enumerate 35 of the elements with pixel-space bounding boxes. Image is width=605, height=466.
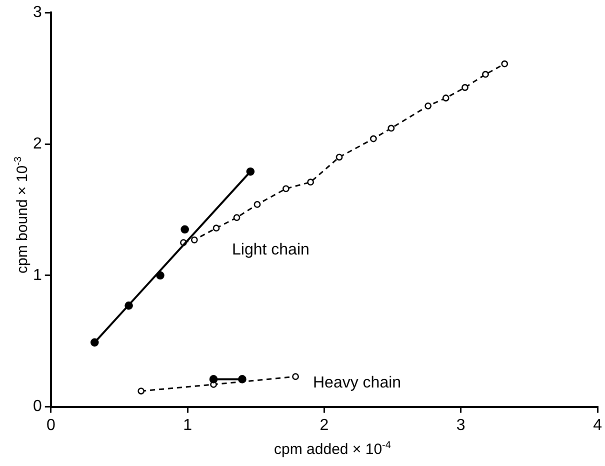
x-tick-label: 4: [593, 416, 602, 434]
y-tick-label: 1: [32, 266, 42, 284]
y-tick-label: 3: [32, 4, 42, 22]
point: [124, 301, 133, 310]
point: [233, 214, 240, 222]
point: [424, 102, 432, 110]
point: [190, 236, 198, 244]
y-tick-label: 0: [32, 398, 42, 416]
point: [209, 375, 218, 384]
point: [90, 338, 99, 347]
point: [336, 154, 343, 161]
point: [462, 84, 468, 91]
x-tick-label: 2: [320, 416, 329, 434]
point: [482, 70, 489, 78]
x-tick-label: 0: [46, 416, 56, 434]
point: [180, 225, 189, 234]
x-tick-label: 3: [456, 416, 466, 434]
point: [307, 178, 314, 186]
x-tick-label: 1: [183, 416, 192, 434]
annotation: Heavy chain: [313, 374, 402, 392]
point: [212, 224, 220, 232]
point: [501, 60, 508, 68]
point: [254, 200, 261, 208]
point: [388, 124, 395, 132]
point: [156, 271, 164, 280]
point: [138, 388, 145, 394]
y-tick-label: 2: [32, 135, 42, 152]
annotation: Light chain: [232, 241, 310, 258]
point: [442, 94, 450, 102]
point: [246, 167, 255, 176]
point: [238, 375, 246, 384]
point: [370, 135, 377, 142]
point: [282, 185, 290, 192]
point: [292, 373, 299, 380]
x-axis-title: cpm added × 10$^{-4}$: [273, 440, 392, 458]
